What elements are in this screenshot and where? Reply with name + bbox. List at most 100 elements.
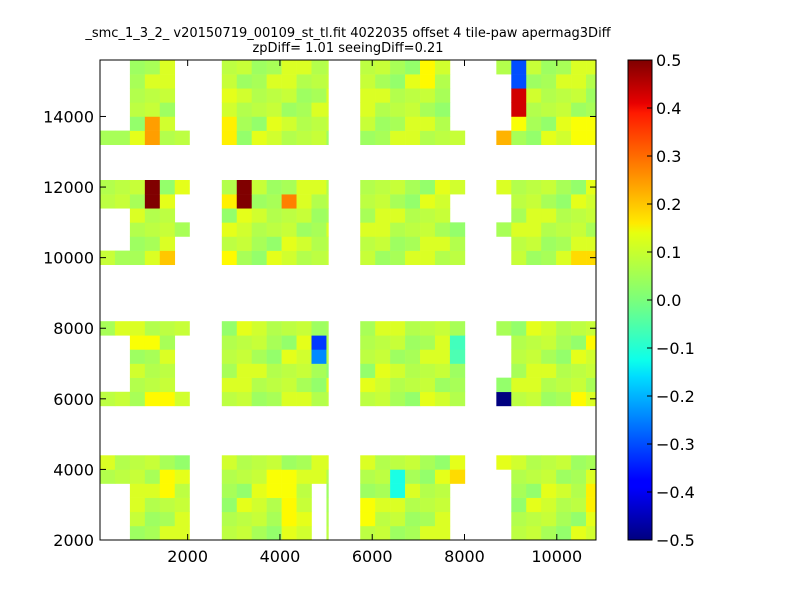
heatmap-cell xyxy=(129,222,146,237)
heatmap-cell xyxy=(311,321,327,336)
heatmap-cell xyxy=(114,455,131,470)
heatmap-cell xyxy=(114,469,131,484)
heatmap-cell xyxy=(586,483,597,498)
heatmap-cell xyxy=(390,469,406,484)
heatmap-cell xyxy=(100,391,116,407)
heatmap-cell xyxy=(281,511,297,527)
heatmap-cell xyxy=(571,236,587,251)
heatmap-cell xyxy=(326,391,329,407)
heatmap-cell xyxy=(251,455,267,470)
heatmap-cell xyxy=(251,250,267,266)
heatmap-cell xyxy=(174,180,190,195)
heatmap-cell xyxy=(236,250,253,266)
heatmap-cell xyxy=(375,250,391,266)
heatmap-cell xyxy=(375,455,391,470)
heatmap-cell xyxy=(311,377,327,393)
heatmap-cell xyxy=(511,335,527,350)
heatmap-cell xyxy=(326,130,329,146)
heatmap-cell xyxy=(326,497,329,513)
heatmap-cell xyxy=(251,130,267,146)
heatmap-cell xyxy=(159,469,176,484)
heatmap-cell xyxy=(586,469,597,484)
heatmap-cell xyxy=(390,194,406,209)
heatmap-cell xyxy=(420,236,436,251)
heatmap-cell xyxy=(541,469,557,484)
heatmap-cell xyxy=(360,222,376,237)
heatmap-cell xyxy=(405,321,421,336)
heatmap-cell xyxy=(144,455,161,470)
heatmap-cell xyxy=(360,335,376,350)
heatmap-cell xyxy=(390,511,406,527)
heatmap-cell xyxy=(556,497,572,513)
heatmap-cell xyxy=(405,88,421,103)
heatmap-cell xyxy=(281,483,297,498)
heatmap-cell xyxy=(129,455,146,470)
heatmap-cell xyxy=(326,250,329,266)
heatmap-cell xyxy=(541,236,557,251)
heatmap-cell xyxy=(360,116,376,131)
heatmap-cell xyxy=(221,455,238,470)
heatmap-cell xyxy=(511,377,527,393)
heatmap-cell xyxy=(326,525,329,541)
heatmap-cell xyxy=(405,497,421,513)
heatmap-cell xyxy=(375,363,391,378)
heatmap-cell xyxy=(556,455,572,470)
heatmap-cell xyxy=(511,60,527,75)
heatmap-cell xyxy=(375,102,391,117)
heatmap-cell xyxy=(129,363,146,378)
heatmap-cell xyxy=(129,194,146,209)
heatmap-cell xyxy=(266,469,282,484)
heatmap-cell xyxy=(434,60,451,75)
heatmap-cell xyxy=(571,194,587,209)
heatmap-cell xyxy=(541,250,557,266)
heatmap-cell xyxy=(129,130,146,146)
heatmap-cell xyxy=(360,74,376,89)
y-tick-label: 10000 xyxy=(43,249,94,268)
heatmap-cell xyxy=(586,60,597,75)
heatmap-cell xyxy=(434,88,451,103)
heatmap-cell xyxy=(375,222,391,237)
heatmap-cell xyxy=(571,455,587,470)
heatmap-cell xyxy=(541,180,557,195)
heatmap-cell xyxy=(266,130,282,146)
heatmap-cell xyxy=(360,363,376,378)
heatmap-cell xyxy=(526,250,542,266)
heatmap-cell xyxy=(296,194,312,209)
heatmap-cell xyxy=(541,525,557,541)
heatmap-cell xyxy=(311,349,327,364)
heatmap-cell xyxy=(236,511,253,527)
heatmap-cell xyxy=(266,511,282,527)
heatmap-cell xyxy=(251,74,267,89)
heatmap-cell xyxy=(144,116,161,131)
heatmap-cell xyxy=(541,222,557,237)
heatmap-cell xyxy=(375,180,391,195)
heatmap-cell xyxy=(571,250,587,266)
heatmap-cell xyxy=(296,102,312,117)
heatmap-cell xyxy=(159,60,176,75)
heatmap-cell xyxy=(571,180,587,195)
heatmap-cell xyxy=(571,483,587,498)
heatmap-cell xyxy=(129,511,146,527)
heatmap-cell xyxy=(159,180,176,195)
heatmap-cell xyxy=(526,349,542,364)
heatmap-cell xyxy=(296,469,312,484)
heatmap-cell xyxy=(375,74,391,89)
heatmap-cell xyxy=(129,180,146,195)
heatmap-cell xyxy=(174,321,190,336)
heatmap-cell xyxy=(511,455,527,470)
heatmap-cell xyxy=(296,250,312,266)
heatmap-cell xyxy=(390,497,406,513)
heatmap-cell xyxy=(541,511,557,527)
heatmap-cell xyxy=(174,469,190,484)
heatmap-cell xyxy=(571,74,587,89)
heatmap-cell xyxy=(159,335,176,350)
heatmap-cell xyxy=(251,349,267,364)
heatmap-cell xyxy=(556,349,572,364)
heatmap-cell xyxy=(266,74,282,89)
heatmap-cell xyxy=(511,236,527,251)
heatmap-cell xyxy=(221,208,238,223)
heatmap-cell xyxy=(434,377,451,393)
heatmap-cell xyxy=(434,391,451,407)
heatmap-cell xyxy=(541,88,557,103)
